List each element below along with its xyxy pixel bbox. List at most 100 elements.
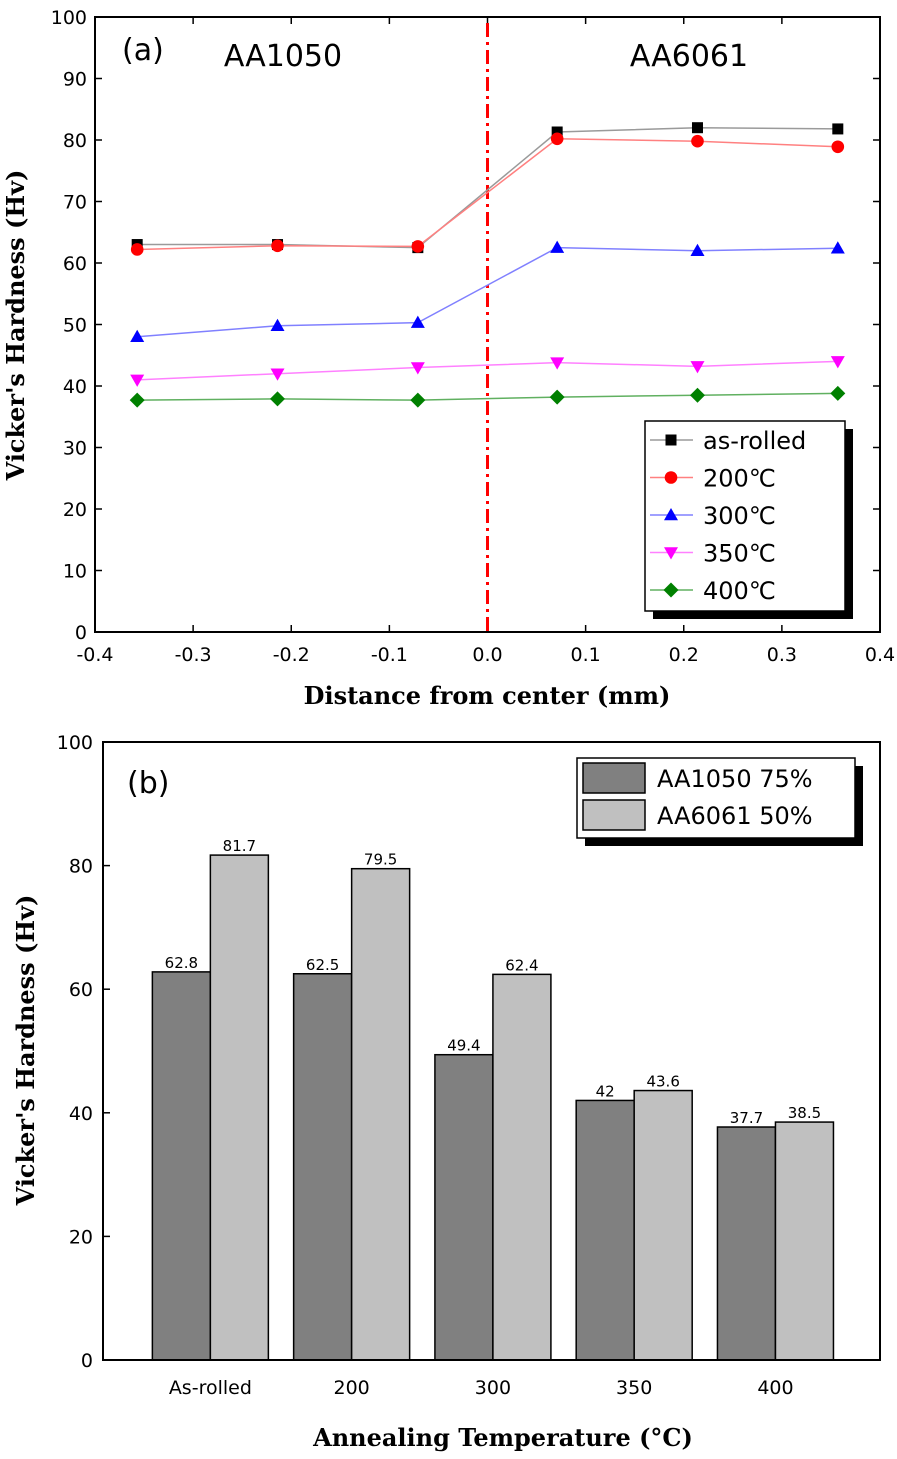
panel-a-point-200: [831, 140, 845, 154]
panel-a-series-line-as-rolled: [137, 126, 838, 249]
panel-b-bar-aa6061-50: [633, 1089, 693, 1361]
panel-b-x-tick-label: 400: [757, 1377, 793, 1399]
panel-a-point-350: [550, 357, 565, 370]
panel-b-label: (b): [127, 766, 169, 801]
panel-a-y-tick-label: 60: [63, 253, 87, 275]
panel-a-series-line-350: [137, 360, 838, 381]
panel-a-line-chart: Vicker's Hardness (Hv) Distance from cen…: [1, 7, 895, 710]
panel-a-point-as-rolled: [832, 123, 844, 135]
panel-a-point-200: [550, 132, 564, 146]
panel-a-series-line-300: [137, 246, 838, 338]
panel-a-legend-label-400: 400℃: [703, 577, 776, 605]
panel-a-point-400: [830, 385, 846, 401]
panel-a-y-axis-title: Vicker's Hardness (Hv): [1, 170, 30, 482]
panel-a-y-tick-label: 90: [63, 69, 87, 91]
panel-a-legend-label-200: 200℃: [703, 465, 776, 493]
panel-b-legend-swatch-aa6061-50: [582, 799, 646, 831]
panel-a-label: (a): [122, 33, 164, 68]
panel-a-point-400: [549, 389, 565, 405]
panel-b-bar-aa1050-75: [575, 1099, 635, 1361]
panel-a-x-tick-label: -0.4: [76, 644, 113, 666]
panel-b-bar-aa1050-75: [434, 1053, 494, 1361]
panel-b-bar-chart: Vicker's Hardness (Hv) Annealing Tempera…: [11, 732, 881, 1452]
panel-b-bar-value-label: 62.8: [165, 954, 198, 972]
panel-a-x-tick-label: 0.4: [865, 644, 895, 666]
panel-a-point-350: [690, 361, 705, 374]
panel-b-x-axis-title: Annealing Temperature (°C): [312, 1423, 693, 1452]
panel-b-bar-value-label: 49.4: [447, 1037, 480, 1055]
panel-a-y-tick-label: 10: [63, 561, 87, 583]
panel-a-legend-marker-300: [664, 508, 678, 521]
panel-a-point-350: [270, 368, 285, 381]
panel-a-x-tick-label: 0.2: [669, 644, 699, 666]
panel-b-bar-value-label: 62.5: [306, 956, 339, 974]
panel-a-point-200: [691, 134, 704, 148]
panel-b-x-tick-label: 350: [616, 1377, 652, 1399]
panel-a-point-200: [411, 240, 425, 253]
panel-a-y-tick-label: 40: [63, 376, 87, 398]
panel-a-x-tick-label: -0.2: [273, 644, 310, 666]
panel-b-legend-swatch-aa1050-75: [582, 762, 646, 794]
panel-a-x-tick-label: -0.3: [175, 644, 212, 666]
panel-a-y-tick-label: 0: [75, 622, 87, 644]
panel-a-series-line-400: [137, 392, 838, 401]
panel-b-x-tick-label: 300: [475, 1377, 511, 1399]
panel-a-point-as-rolled: [551, 126, 563, 138]
panel-b-bar-value-label: 43.6: [646, 1073, 679, 1091]
panel-b-bar-value-label: 42: [596, 1082, 615, 1100]
panel-a-legend-marker-as-rolled: [665, 434, 677, 446]
panel-a-point-300: [410, 315, 425, 328]
panel-b-legend-label-aa1050-75: AA1050 75%: [657, 765, 813, 793]
panel-a-legend-label-300: 300℃: [703, 502, 776, 530]
panel-a-point-400: [129, 392, 145, 408]
panel-b-legend-label-aa6061-50: AA6061 50%: [657, 802, 813, 830]
panel-a-legend-marker-400: [663, 582, 679, 598]
panel-a-x-tick-label: 0.3: [767, 644, 797, 666]
panel-b-y-tick-label: 100: [57, 732, 93, 754]
panel-a-x-tick-label: 0.1: [571, 644, 601, 666]
panel-b-y-tick-label: 40: [69, 1103, 93, 1125]
panel-a-point-200: [271, 239, 284, 253]
panel-a-point-200: [130, 243, 144, 256]
panel-b-x-tick-label: 200: [334, 1377, 370, 1399]
panel-b-y-tick-label: 60: [69, 979, 93, 1001]
panel-a-legend-marker-200: [664, 471, 678, 484]
panel-b-y-tick-label: 20: [69, 1226, 93, 1248]
panel-a-y-tick-label: 50: [63, 315, 87, 337]
panel-a-point-400: [689, 387, 705, 403]
panel-a-point-350: [830, 356, 845, 369]
panel-a-point-300: [690, 243, 705, 256]
panel-a-series-line-200: [137, 138, 838, 251]
panel-b-bar-aa6061-50: [492, 973, 552, 1361]
panel-b-bar-aa6061-50: [350, 867, 411, 1361]
panel-b-bar-value-label: 37.7: [730, 1109, 763, 1127]
panel-a-legend-marker-350: [664, 547, 678, 560]
panel-a-legend-label-350: 350℃: [703, 540, 776, 568]
panel-a-point-300: [270, 318, 285, 331]
panel-b-bar-aa6061-50: [209, 854, 270, 1361]
panel-a-point-300: [130, 329, 145, 343]
panel-a-point-350: [410, 362, 425, 375]
panel-a-annotation-aa6061: AA6061: [630, 39, 748, 74]
panel-a-annotation-aa1050: AA1050: [224, 39, 342, 74]
panel-a-x-axis-title: Distance from center (mm): [304, 681, 671, 710]
panel-a-y-tick-label: 30: [63, 438, 87, 460]
panel-b-y-tick-label: 80: [69, 856, 93, 878]
panel-b-bar-aa1050-75: [716, 1126, 777, 1361]
panel-b-bar-aa6061-50: [774, 1121, 835, 1361]
panel-b-bar-aa1050-75: [292, 973, 353, 1361]
panel-a-legend-label-as-rolled: as-rolled: [703, 427, 806, 455]
panel-b-y-axis-title: Vicker's Hardness (Hv): [11, 895, 40, 1207]
panel-a-point-400: [270, 391, 286, 407]
panel-b-y-tick-label: 0: [81, 1350, 93, 1372]
panel-a-point-350: [130, 374, 145, 387]
panel-a-y-tick-label: 70: [63, 192, 87, 214]
panel-a-point-300: [550, 240, 565, 253]
panel-a-point-as-rolled: [691, 122, 703, 134]
panel-a-legend-box: [644, 420, 846, 612]
panel-a-y-tick-label: 80: [63, 130, 87, 152]
panel-b-bar-value-label: 81.7: [223, 837, 256, 855]
panel-a-point-400: [410, 392, 426, 408]
panel-b-bar-value-label: 62.4: [505, 956, 538, 974]
panel-b-bar-value-label: 79.5: [364, 851, 397, 869]
